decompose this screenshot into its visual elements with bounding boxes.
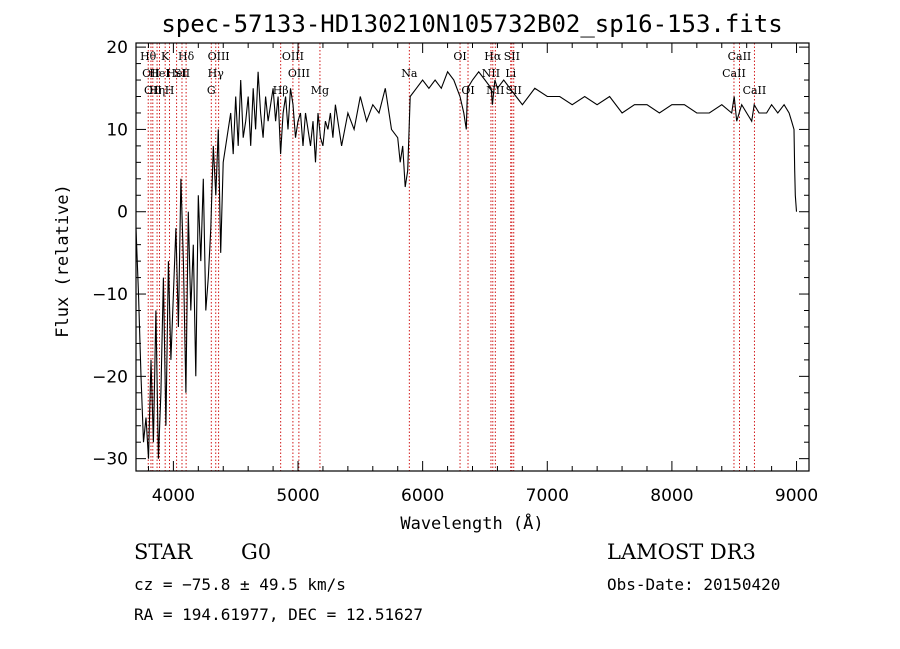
marker-label: NII [486, 84, 504, 97]
plot-frame [135, 42, 810, 472]
marker-label: OII [142, 67, 160, 80]
marker-label: OIII [208, 50, 230, 63]
marker-label: SII [506, 84, 522, 97]
x-tick-label: 9000 [775, 486, 818, 506]
marker-label: CaII [743, 84, 767, 97]
x-tick-label: 6000 [401, 486, 444, 506]
marker-label: G [207, 84, 216, 97]
x-tick-label: 5000 [276, 486, 319, 506]
object-class: STAR [134, 540, 193, 564]
marker-label: K [161, 50, 170, 63]
marker-label: HeI [166, 67, 186, 80]
x-tick-label: 4000 [152, 486, 195, 506]
y-tick-label: 20 [106, 38, 128, 58]
y-axis-label: Flux (relative) [53, 184, 73, 338]
marker-label: OIII [282, 50, 304, 63]
x-axis-label: Wavelength (Å) [400, 512, 543, 534]
marker-label: CaII [728, 50, 752, 63]
chart-title: spec-57133-HD130210N105732B02_sp16-153.f… [161, 10, 782, 38]
marker-label: NII [482, 67, 500, 80]
emission-line-labels: HθOIIOIIHηHeIKHHeISIIHδGHγOIIIHβOIIIOIII… [140, 50, 766, 97]
marker-label: Hη [149, 84, 165, 97]
y-axis-ticks: −30 −20 −10 0 10 20 [92, 38, 809, 470]
x-tick-label: 8000 [650, 486, 693, 506]
marker-label: SII [504, 50, 520, 63]
marker-label: OII [144, 84, 162, 97]
x-axis-ticks: 4000 5000 6000 7000 8000 9000 [147, 43, 818, 506]
marker-label: SII [174, 67, 190, 80]
marker-label: OI [453, 50, 466, 63]
spectrum-line [135, 70, 798, 459]
y-tick-label: −20 [92, 367, 128, 387]
y-tick-label: −30 [92, 450, 128, 470]
marker-label: Li [505, 67, 516, 80]
y-tick-label: 10 [106, 120, 128, 140]
x-tick-label: 7000 [526, 486, 569, 506]
marker-label: OIII [288, 67, 310, 80]
ra-dec-coordinates: RA = 194.61977, DEC = 12.51627 [134, 605, 423, 624]
marker-label: H [165, 84, 175, 97]
marker-label: Hδ [178, 50, 195, 63]
marker-label: OI [461, 84, 474, 97]
y-tick-label: −10 [92, 285, 128, 305]
marker-label: Mg [311, 84, 329, 97]
y-tick-label: 0 [117, 203, 128, 223]
marker-label: Hγ [208, 67, 225, 80]
marker-label: Hα [484, 50, 502, 63]
object-subclass: G0 [241, 540, 271, 564]
marker-label: Na [401, 67, 418, 80]
observation-date: Obs-Date: 20150420 [607, 575, 780, 594]
marker-label: Hβ [273, 84, 289, 97]
marker-label: Hθ [140, 50, 157, 63]
marker-label: CaII [722, 67, 746, 80]
redshift-cz: cz = −75.8 ± 49.5 km/s [134, 575, 346, 594]
marker-label: HeI [149, 67, 169, 80]
survey-name: LAMOST DR3 [607, 540, 756, 564]
